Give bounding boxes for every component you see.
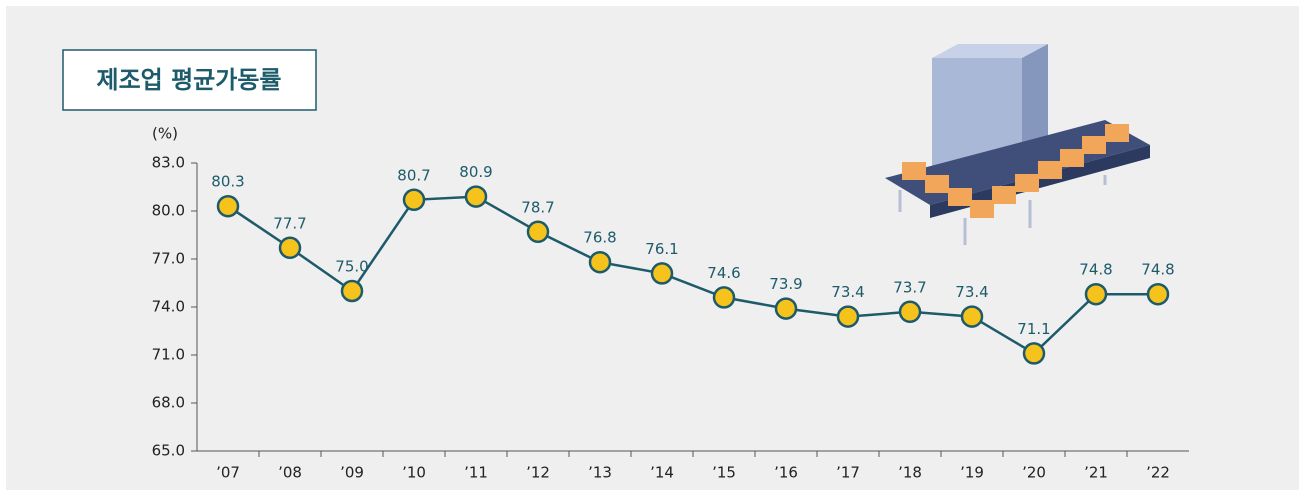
- data-label: 73.9: [769, 275, 802, 293]
- x-tick-label: ’13: [588, 464, 612, 482]
- marker: [962, 307, 982, 327]
- y-tick-label: 80.0: [152, 202, 185, 220]
- data-label: 80.3: [211, 173, 244, 191]
- marker: [652, 263, 672, 283]
- y-tick-label: 71.0: [152, 346, 185, 364]
- data-label: 76.8: [583, 229, 616, 247]
- y-tick-label: 68.0: [152, 394, 185, 412]
- y-tick-label: 77.0: [152, 250, 185, 268]
- data-label: 75.0: [335, 258, 368, 276]
- x-tick-label: ’22: [1146, 464, 1170, 482]
- x-tick-label: ’09: [340, 464, 364, 482]
- x-tick-label: ’10: [402, 464, 426, 482]
- chart-title: 제조업 평균가동률: [97, 66, 282, 94]
- marker: [900, 302, 920, 322]
- marker: [466, 187, 486, 207]
- chart: 제조업 평균가동률 (%) 65.0 68.0 71.0 74.0 77.0 80.0 83…: [0, 0, 1305, 496]
- marker: [1148, 284, 1168, 304]
- x-tick-label: ’12: [526, 464, 550, 482]
- marker: [776, 299, 796, 319]
- page: {"chart_data": {"type": "line", "title":…: [0, 0, 1305, 496]
- data-label: 78.7: [521, 198, 554, 216]
- x-tick-label: ’21: [1084, 464, 1108, 482]
- x-tick-label: ’14: [650, 464, 674, 482]
- data-label: 76.1: [645, 240, 678, 258]
- marker: [1024, 343, 1044, 363]
- x-tick-label: ’19: [960, 464, 984, 482]
- marker: [838, 307, 858, 327]
- y-tick-label: 65.0: [152, 442, 185, 460]
- data-label: 73.4: [955, 283, 988, 301]
- data-label: 77.7: [273, 214, 306, 232]
- x-tick-label: ’11: [464, 464, 488, 482]
- marker: [280, 238, 300, 258]
- x-tick-label: ’17: [836, 464, 860, 482]
- marker: [218, 196, 238, 216]
- x-tick-label: ’20: [1022, 464, 1046, 482]
- marker: [528, 222, 548, 242]
- x-tick-label: ’16: [774, 464, 798, 482]
- marker: [342, 281, 362, 301]
- data-label: 74.6: [707, 264, 740, 282]
- data-label: 80.9: [459, 163, 492, 181]
- marker: [714, 287, 734, 307]
- data-label: 71.1: [1017, 320, 1050, 338]
- y-axis-label: (%): [152, 125, 178, 143]
- data-label: 74.8: [1141, 261, 1174, 279]
- y-tick-label: 74.0: [152, 298, 185, 316]
- x-tick-label: ’18: [898, 464, 922, 482]
- marker: [590, 252, 610, 272]
- marker: [1086, 284, 1106, 304]
- marker: [404, 190, 424, 210]
- x-tick-label: ’15: [712, 464, 736, 482]
- data-label: 80.7: [397, 166, 430, 184]
- x-tick-label: ’08: [278, 464, 302, 482]
- x-tick-label: ’07: [216, 464, 240, 482]
- y-tick-label: 83.0: [152, 154, 185, 172]
- data-label: 73.7: [893, 278, 926, 296]
- data-label: 73.4: [831, 283, 864, 301]
- data-label: 74.8: [1079, 261, 1112, 279]
